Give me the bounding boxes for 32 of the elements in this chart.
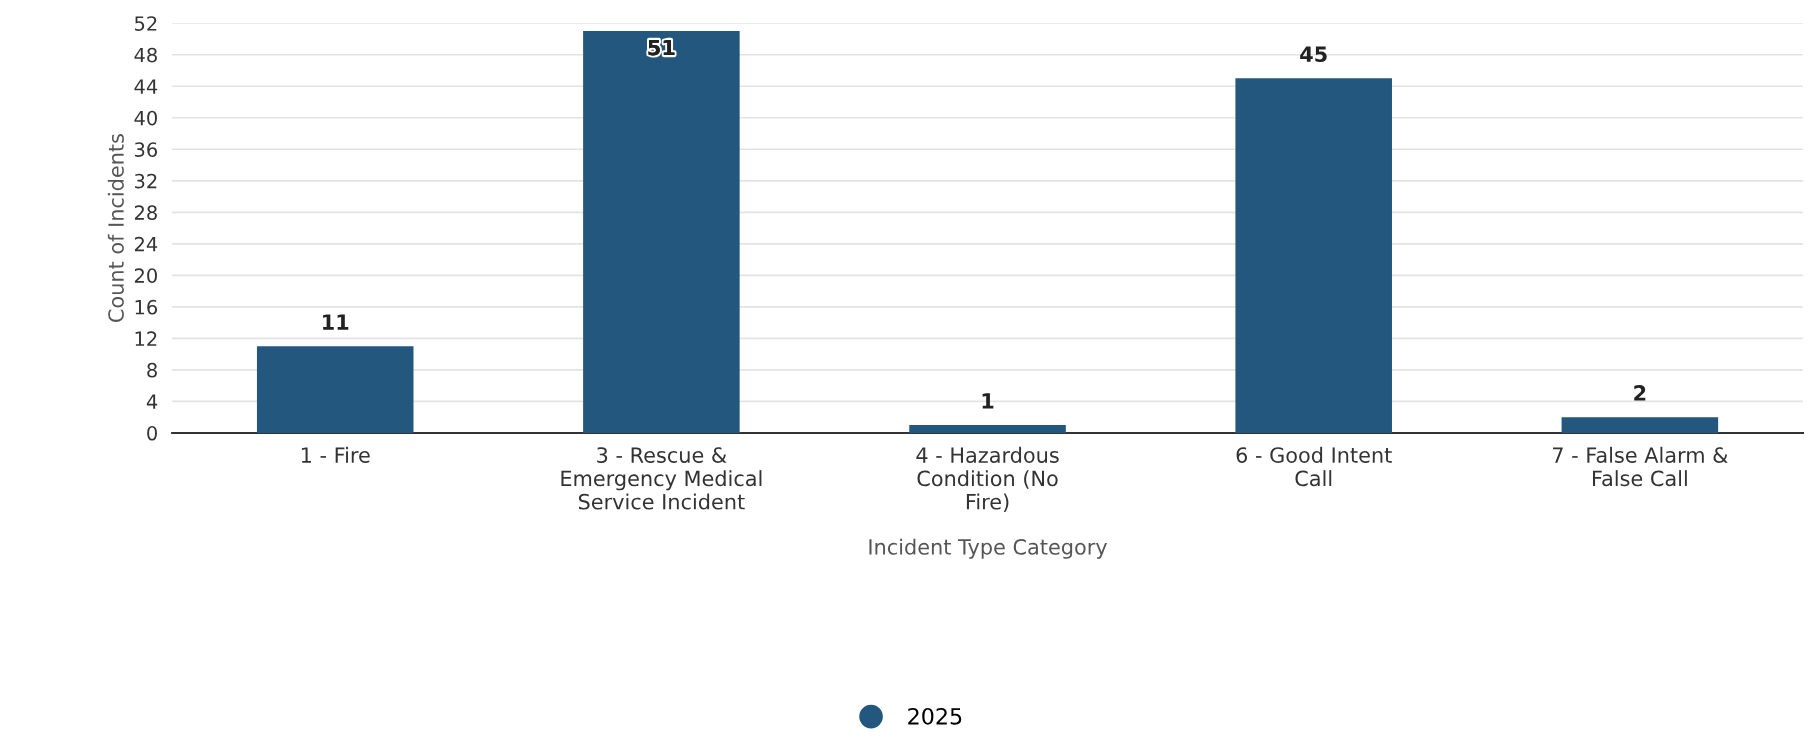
x-axis-title: Incident Type Category bbox=[869, 538, 1108, 559]
x-tick-label: 3 - Rescue & Emergency Medical Service Incident bbox=[561, 447, 762, 510]
y-tick-label: 40 bbox=[134, 110, 157, 126]
y-tick-label: 32 bbox=[134, 173, 157, 189]
y-tick-label: 0 bbox=[147, 425, 157, 441]
data-label: 51 bbox=[648, 39, 675, 56]
x-tick-label: 1 - Fire bbox=[301, 446, 370, 463]
y-tick-label: 4 bbox=[146, 394, 158, 409]
bar bbox=[909, 425, 1066, 433]
bar bbox=[583, 31, 740, 433]
y-tick-label: 44 bbox=[134, 79, 158, 94]
bar bbox=[256, 346, 414, 433]
data-label: 45 bbox=[1300, 46, 1327, 63]
y-tick-label: 8 bbox=[147, 362, 157, 378]
bar bbox=[1561, 417, 1719, 433]
y-axis-title: Count of Incidents bbox=[107, 134, 124, 322]
y-tick-label: 28 bbox=[134, 205, 157, 220]
data-label: 11 bbox=[323, 314, 349, 330]
y-tick-label: 52 bbox=[135, 16, 157, 31]
y-tick-label: 36 bbox=[134, 142, 158, 157]
data-label: 2 bbox=[1634, 385, 1646, 401]
data-label: 1 bbox=[982, 393, 994, 409]
y-tick-label: 12 bbox=[135, 331, 157, 346]
bar bbox=[1235, 78, 1392, 433]
legend-label: 2025 bbox=[908, 707, 962, 725]
y-tick-label: 24 bbox=[134, 236, 158, 252]
y-tick-label: 48 bbox=[134, 47, 157, 63]
x-tick-label: 4 - Hazardous Condition (No Fire) bbox=[916, 446, 1059, 513]
x-tick-label: 6 - Good Intent Call bbox=[1236, 446, 1392, 487]
y-tick-label: 16 bbox=[135, 299, 158, 315]
y-tick-label: 20 bbox=[134, 268, 157, 284]
x-tick-label: 7 - False Alarm & False Call bbox=[1553, 446, 1728, 487]
